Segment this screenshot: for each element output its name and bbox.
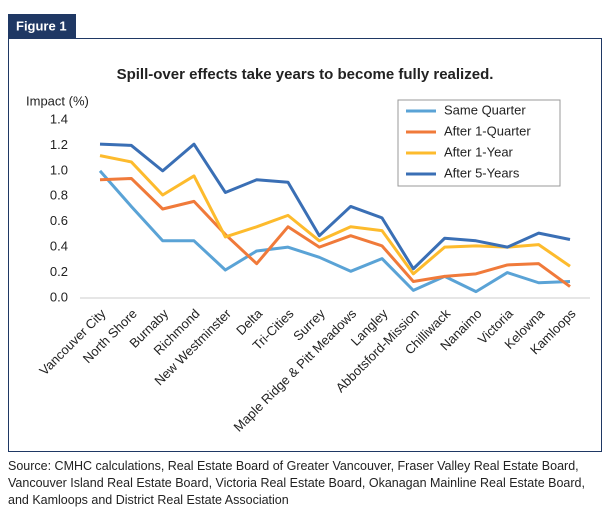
series-line	[99, 176, 571, 288]
source-note: Source: CMHC calculations, Real Estate B…	[8, 459, 585, 507]
y-tick-label: 0.0	[50, 289, 68, 304]
y-tick-label: 1.4	[50, 111, 68, 126]
y-tick-label: 0.4	[50, 239, 68, 254]
chart-title: Spill-over effects take years to become …	[117, 66, 494, 83]
y-tick-label: 1.2	[50, 137, 68, 152]
y-tick-label: 1.0	[50, 162, 68, 177]
figure-label: Figure 1	[16, 18, 67, 33]
chart-border	[8, 38, 602, 452]
y-axis-label: Impact (%)	[26, 93, 89, 108]
legend-label: After 5-Years	[444, 165, 520, 180]
legend-label: After 1-Year	[444, 144, 514, 159]
legend-label: After 1-Quarter	[444, 123, 531, 138]
legend-label: Same Quarter	[444, 102, 526, 117]
chart: Figure 1 Spill-over effects take years t…	[8, 14, 602, 452]
y-tick-label: 0.8	[50, 188, 68, 203]
y-tick-label: 0.2	[50, 264, 68, 279]
figure-label-box	[8, 14, 76, 38]
y-tick-label: 0.6	[50, 213, 68, 228]
series-line	[98, 169, 571, 294]
series-line	[99, 154, 571, 276]
legend-box	[397, 99, 561, 187]
series-line	[99, 142, 571, 271]
